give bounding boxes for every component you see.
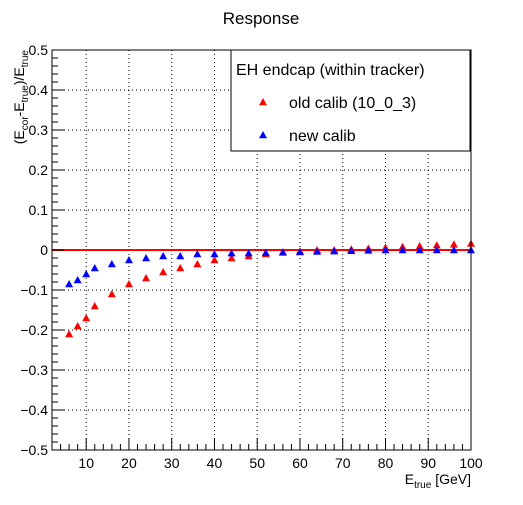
data-point-new-calib — [193, 250, 202, 258]
data-point-new-calib — [364, 246, 373, 254]
data-point-old-calib-10-0-3 — [210, 256, 219, 264]
legend-label: new calib — [289, 128, 356, 145]
x-tick-label: 100 — [459, 455, 483, 471]
x-axis-title: Etrue [GeV] — [405, 471, 471, 491]
x-tick-label: 30 — [164, 455, 180, 471]
data-point-new-calib — [142, 254, 151, 262]
data-point-new-calib — [398, 246, 407, 254]
x-tick-label: 60 — [292, 455, 308, 471]
data-point-new-calib — [347, 246, 356, 254]
legend: EH endcap (within tracker) old calib (10_… — [230, 49, 471, 152]
y-tick-label: 0.4 — [29, 82, 49, 98]
legend-label: old calib (10_0_3) — [289, 95, 416, 112]
data-point-new-calib — [124, 256, 133, 264]
data-markers — [65, 239, 475, 338]
legend-marker-new-calib — [259, 131, 267, 139]
data-point-new-calib — [82, 270, 91, 278]
axis-labels: 10 20 30 40 50 60 70 80 90 100 −0.5 −0.4 −0.3 −0.2 −0.… — [11, 42, 483, 491]
legend-box — [230, 49, 471, 152]
data-point-old-calib-10-0-3 — [159, 268, 168, 276]
data-point-old-calib-10-0-3 — [193, 260, 202, 268]
axis-ticks — [52, 49, 472, 451]
data-point-new-calib — [244, 249, 253, 257]
y-tick-label: 0.2 — [29, 162, 49, 178]
y-axis-title: (Ecor-Etrue)/Etrue — [11, 50, 31, 145]
data-point-new-calib — [176, 252, 185, 260]
data-point-new-calib — [330, 247, 339, 255]
data-point-new-calib — [90, 264, 99, 272]
data-point-old-calib-10-0-3 — [227, 254, 236, 262]
data-point-new-calib — [415, 246, 424, 254]
data-point-old-calib-10-0-3 — [124, 280, 133, 288]
data-point-new-calib — [227, 249, 236, 257]
y-tick-label: −0.5 — [20, 442, 48, 458]
y-tick-label: −0.2 — [20, 322, 48, 338]
x-tick-label: 10 — [78, 455, 94, 471]
data-point-new-calib — [381, 246, 390, 254]
data-point-new-calib — [313, 247, 322, 255]
data-point-new-calib — [107, 260, 116, 268]
y-tick-label: 0.3 — [29, 122, 49, 138]
data-point-old-calib-10-0-3 — [90, 302, 99, 310]
series-old-calib-10-0-3 — [65, 239, 475, 338]
series-new-calib — [65, 246, 475, 288]
data-point-new-calib — [278, 248, 287, 256]
data-point-old-calib-10-0-3 — [142, 274, 151, 282]
data-point-old-calib-10-0-3 — [415, 242, 424, 250]
data-point-new-calib — [449, 246, 458, 254]
x-tick-label: 40 — [207, 455, 223, 471]
data-point-new-calib — [73, 276, 82, 284]
data-point-old-calib-10-0-3 — [82, 314, 91, 322]
y-tick-label: 0 — [40, 242, 48, 258]
x-tick-label: 70 — [335, 455, 351, 471]
data-point-new-calib — [432, 246, 441, 254]
x-tick-label: 90 — [420, 455, 436, 471]
y-tick-label: −0.3 — [20, 362, 48, 378]
data-point-old-calib-10-0-3 — [73, 322, 82, 330]
data-point-old-calib-10-0-3 — [176, 264, 185, 272]
y-tick-label: −0.1 — [20, 282, 48, 298]
y-tick-label: 0.5 — [29, 42, 49, 58]
data-point-new-calib — [65, 280, 74, 288]
legend-header: EH endcap (within tracker) — [236, 62, 425, 79]
data-point-new-calib — [210, 250, 219, 258]
x-tick-label: 80 — [378, 455, 394, 471]
y-tick-label: 0.1 — [29, 202, 49, 218]
legend-marker-old-calib-10-0-3 — [259, 98, 267, 106]
data-point-old-calib-10-0-3 — [432, 241, 441, 249]
chart-title: Response — [223, 9, 300, 28]
x-tick-label: 20 — [121, 455, 137, 471]
data-point-new-calib — [295, 248, 304, 256]
y-tick-label: −0.4 — [20, 402, 48, 418]
data-point-old-calib-10-0-3 — [65, 330, 74, 338]
data-point-old-calib-10-0-3 — [449, 240, 458, 248]
x-tick-label: 50 — [249, 455, 265, 471]
data-point-new-calib — [159, 252, 168, 260]
data-point-old-calib-10-0-3 — [107, 290, 116, 298]
data-point-new-calib — [261, 248, 270, 256]
